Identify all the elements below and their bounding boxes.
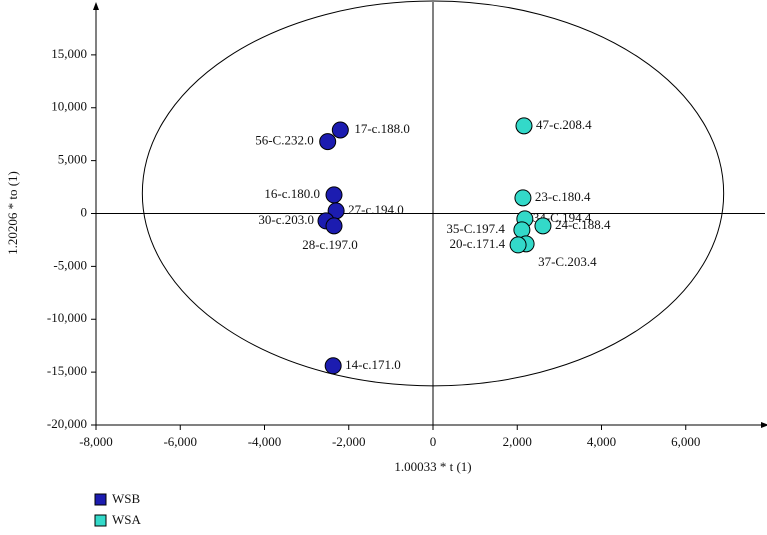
x-tick-label: -6,000 [163,434,197,449]
x-tick-label: -8,000 [79,434,113,449]
point-label: 14-c.171.0 [345,357,401,372]
x-tick-label: 0 [430,434,437,449]
y-tick-label: -20,000 [47,416,87,431]
point-label: 17-c.188.0 [354,121,410,136]
data-point [325,217,343,235]
data-point [515,117,533,135]
data-point [534,217,552,235]
point-label: 24-c.188.4 [555,217,611,232]
x-tick-label: 6,000 [671,434,700,449]
y-tick-label: 15,000 [51,46,87,61]
x-tick-label: -4,000 [248,434,282,449]
point-label: 20-c.171.4 [449,236,505,251]
data-point [324,357,342,375]
data-point [514,189,532,207]
y-tick-label: 10,000 [51,99,87,114]
point-label: 35-C.197.4 [446,221,505,236]
y-axis-label: 1.20206 * to (1) [5,171,20,255]
data-point [331,121,349,139]
data-point [325,186,343,204]
y-tick-label: 5,000 [58,152,87,167]
point-label: 56-C.232.0 [255,133,314,148]
x-axis-label: 1.00033 * t (1) [394,459,471,474]
point-label: 30-c.203.0 [258,212,314,227]
legend-swatch [94,493,107,506]
data-point [509,236,527,254]
x-tick-label: 2,000 [503,434,532,449]
x-tick-label: -2,000 [332,434,366,449]
y-tick-label: -15,000 [47,363,87,378]
point-label: 37-C.203.4 [538,254,597,269]
y-tick-label: 0 [81,204,88,219]
y-tick-label: -5,000 [53,257,87,272]
x-tick-label: 4,000 [587,434,616,449]
legend-swatch [94,514,107,527]
point-label: 23-c.180.4 [535,189,591,204]
legend-label: WSB [112,491,141,506]
data-point [319,133,337,151]
y-tick-label: -10,000 [47,310,87,325]
point-label: 28-c.197.0 [302,237,358,252]
point-label: 16-c.180.0 [264,186,320,201]
point-label: 27-c.194.0 [348,202,404,217]
point-label: 47-c.208.4 [536,117,592,132]
legend-label: WSA [112,512,142,527]
